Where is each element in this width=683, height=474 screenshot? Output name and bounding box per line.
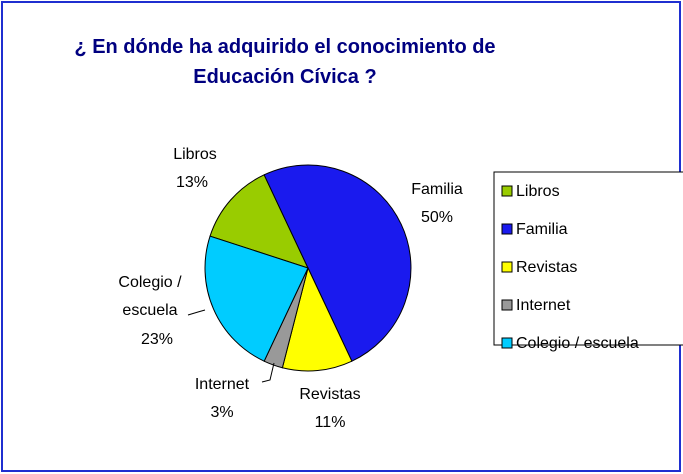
data-label: 23% [140, 331, 174, 348]
data-label-name: Colegio / escuela [118, 274, 182, 319]
pie-slice [263, 164, 412, 362]
chart-title: ¿ En dónde ha adquirido el conocimiento … [74, 36, 496, 88]
leader-line [261, 362, 275, 383]
legend-swatch [501, 223, 513, 235]
data-label-name: Libros [173, 146, 217, 163]
pie-slice [204, 235, 309, 362]
pie-slice [209, 174, 309, 269]
data-label: 3% [210, 404, 234, 421]
legend-swatch [501, 261, 513, 273]
data-label-name: Revistas [299, 386, 361, 403]
pie-slice [281, 266, 353, 372]
legend-box [493, 171, 683, 346]
legend-swatch [501, 337, 513, 349]
legend-label: Internet [516, 297, 571, 314]
legend-label: Libros [516, 183, 560, 200]
data-label-name: Internet [194, 376, 250, 393]
data-label: 50% [420, 209, 454, 226]
data-label-name: Familia [411, 181, 463, 198]
data-label: 13% [175, 174, 209, 191]
legend-label: Revistas [516, 259, 577, 276]
legend-label: Familia [516, 221, 568, 238]
data-label: 11% [314, 414, 346, 431]
legend-swatch [501, 185, 513, 197]
legend-swatch [501, 299, 513, 311]
legend-label: Colegio / escuela [516, 335, 639, 352]
leader-line [187, 309, 206, 316]
